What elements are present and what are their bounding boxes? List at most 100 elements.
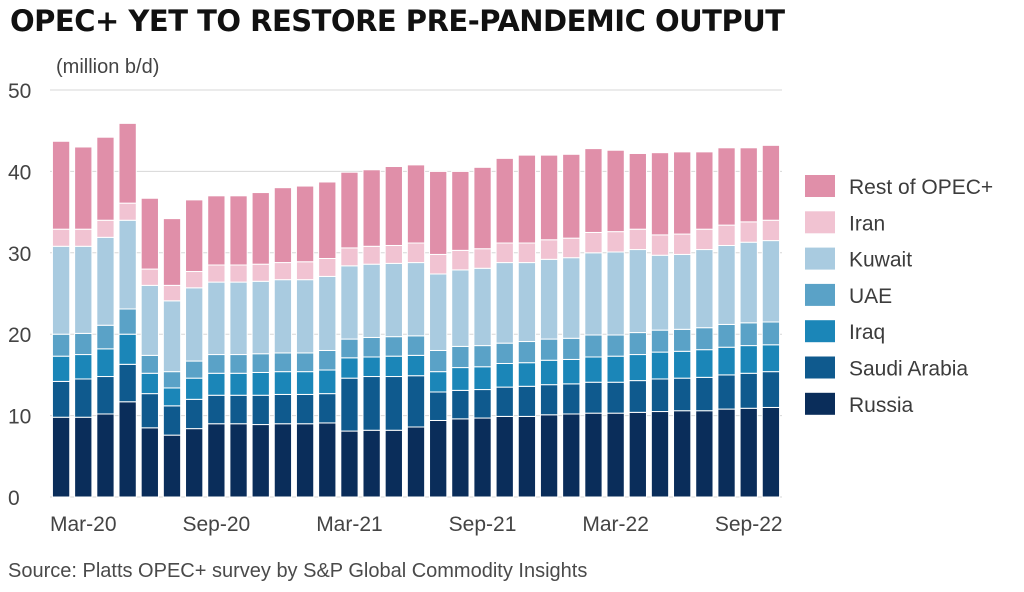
bar-segment-uae <box>384 336 403 357</box>
bar-segment-iran <box>362 245 381 265</box>
bar-segment-rest-of-opec- <box>118 122 137 204</box>
bar-segment-saudi-arabia <box>140 393 159 429</box>
bar-segment-saudi-arabia <box>51 380 71 418</box>
bar-segment-saudi-arabia <box>251 394 270 426</box>
bar-segment-iraq <box>495 363 514 388</box>
y-tick-label: 0 <box>8 487 20 510</box>
bar-segment-iran <box>118 202 137 221</box>
bar-segment-kuwait <box>739 241 758 324</box>
bar-segment-iran <box>695 228 714 251</box>
bar-segment-saudi-arabia <box>273 393 293 425</box>
bar-segment-russia <box>739 407 758 498</box>
x-tick-label: Sep-22 <box>715 513 783 536</box>
bar-segment-iraq <box>229 372 248 396</box>
bar-segment-russia <box>495 415 514 498</box>
x-tick-label: Sep-20 <box>183 513 251 536</box>
y-tick-label: 40 <box>8 161 31 184</box>
bar-segment-rest-of-opec- <box>517 154 537 244</box>
bar-segment-kuwait <box>185 287 204 362</box>
bar-stack <box>207 195 226 498</box>
y-tick-label: 10 <box>8 406 31 429</box>
bar-segment-iran <box>517 242 537 264</box>
bar-segment-uae <box>162 371 182 389</box>
bar-segment-russia <box>717 408 736 498</box>
bar-segment-rest-of-opec- <box>739 147 758 223</box>
x-tick-label: Mar-21 <box>316 513 383 536</box>
bar-segment-saudi-arabia <box>340 377 359 432</box>
bar-segment-rest-of-opec- <box>162 218 182 286</box>
bar-segment-rest-of-opec- <box>295 185 315 263</box>
bar-segment-rest-of-opec- <box>74 146 93 230</box>
bar-segment-uae <box>429 349 448 373</box>
bar-segment-iraq <box>429 371 448 393</box>
bar-segment-saudi-arabia <box>384 376 403 431</box>
bar-segment-iraq <box>295 371 315 395</box>
bar-stack <box>717 147 736 498</box>
x-axis: Mar-20 Sep-20 Mar-21 Sep-21 Mar-22 Sep-22 <box>50 513 783 536</box>
bar-segment-kuwait <box>318 275 337 351</box>
y-tick-label: 50 <box>8 80 31 103</box>
bar-segment-rest-of-opec- <box>251 192 270 265</box>
bar-segment-uae <box>562 337 581 360</box>
bar-segment-uae <box>517 341 537 364</box>
bar-segment-iraq <box>162 387 182 407</box>
bar-segment-uae <box>140 354 159 374</box>
bar-stack <box>495 157 514 498</box>
bar-segment-rest-of-opec- <box>318 181 337 259</box>
bar-segment-uae <box>318 349 337 371</box>
bar-segment-iran <box>473 248 492 269</box>
bar-segment-iran <box>739 221 758 243</box>
chart-title: OPEC+ YET TO RESTORE PRE-PANDEMIC OUTPUT <box>10 4 785 38</box>
bar-segment-rest-of-opec- <box>229 195 248 266</box>
bar-segment-iran <box>673 233 692 255</box>
bar-segment-iraq <box>96 348 115 378</box>
bar-segment-iraq <box>717 346 736 376</box>
bar-segment-uae <box>229 354 248 374</box>
bar-segment-kuwait <box>251 280 270 355</box>
bar-segment-rest-of-opec- <box>584 148 603 233</box>
legend: Rest of OPEC+ Iran Kuwait UAE Iraq Saudi Arab… <box>805 175 993 417</box>
bar-segment-kuwait <box>74 245 93 334</box>
y-tick-label: 20 <box>8 324 31 347</box>
bar-segment-kuwait <box>118 219 137 310</box>
bar-segment-iraq <box>562 358 581 385</box>
bar-segment-rest-of-opec- <box>140 197 159 270</box>
bar-segment-kuwait <box>140 284 159 356</box>
bar-segment-uae <box>406 335 426 356</box>
x-tick-label: Mar-20 <box>50 513 117 536</box>
bar-segment-iraq <box>273 371 293 395</box>
bar-segment-iraq <box>406 354 426 377</box>
bar-segment-uae <box>695 327 714 351</box>
bar-segment-rest-of-opec- <box>207 195 226 266</box>
bar-segment-rest-of-opec- <box>429 170 448 255</box>
bar-segment-iran <box>96 219 115 238</box>
bar-segment-rest-of-opec- <box>695 151 714 230</box>
bar-segment-kuwait <box>495 262 514 344</box>
bar-segment-saudi-arabia <box>650 378 670 413</box>
bar-stack <box>673 151 692 498</box>
legend-swatch <box>805 247 835 270</box>
bar-segment-kuwait <box>451 269 470 347</box>
bar-segment-kuwait <box>695 249 714 329</box>
bar-segment-russia <box>318 422 337 498</box>
bar-stack <box>606 149 625 498</box>
bar-segment-kuwait <box>650 254 670 331</box>
legend-swatch <box>805 283 835 306</box>
bar-segment-saudi-arabia <box>451 389 470 420</box>
bar-segment-russia <box>695 410 714 498</box>
bar-segment-rest-of-opec- <box>340 171 359 249</box>
bar-segment-saudi-arabia <box>739 372 758 409</box>
bar-segment-saudi-arabia <box>185 398 204 430</box>
bar-segment-iran <box>318 257 337 277</box>
bar-segment-uae <box>51 333 71 357</box>
bar-segment-uae <box>495 342 514 365</box>
bar-segment-kuwait <box>384 262 403 338</box>
x-tick-label: Sep-21 <box>449 513 517 536</box>
bar-segment-uae <box>717 323 736 348</box>
bar-segment-russia <box>295 423 315 498</box>
bar-segment-kuwait <box>517 262 537 343</box>
bar-segment-iraq <box>673 350 692 379</box>
bar-stack <box>162 218 182 498</box>
bar-stack <box>340 171 359 498</box>
bar-segment-iran <box>717 224 736 246</box>
